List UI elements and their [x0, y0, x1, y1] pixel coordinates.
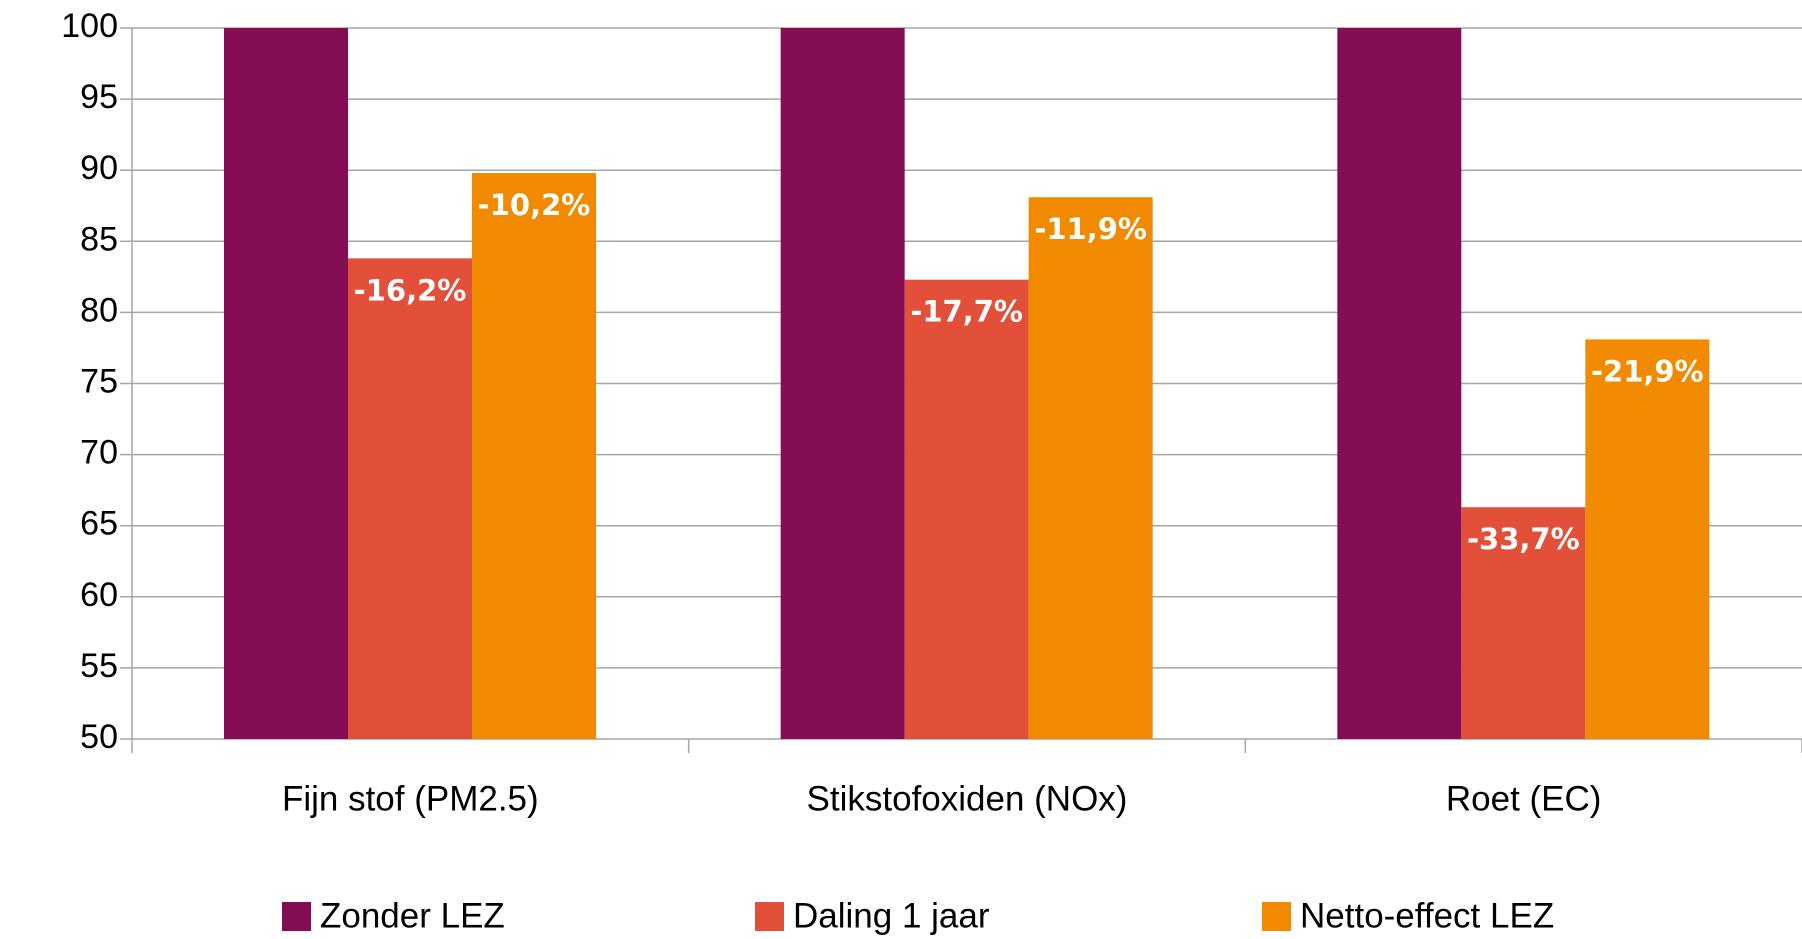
bar-annotation: -10,2%: [478, 188, 591, 222]
legend-label: Daling 1 jaar: [793, 896, 990, 935]
bar: [1461, 507, 1586, 739]
y-tick-label: 75: [80, 362, 118, 400]
y-tick-label: 65: [80, 505, 118, 543]
bar: [1585, 339, 1710, 739]
y-tick-label: 95: [80, 78, 118, 116]
bar: [780, 28, 905, 739]
y-tick-label: 85: [80, 220, 118, 258]
bar: [1028, 197, 1153, 739]
x-tick-label: Roet (EC): [1446, 779, 1602, 818]
legend-swatch: [282, 902, 311, 931]
bar-annotation: -33,7%: [1467, 522, 1580, 556]
bar: [224, 28, 348, 739]
legend-swatch: [755, 902, 784, 931]
x-tick-label: Fijn stof (PM2.5): [282, 779, 539, 818]
y-tick-label: 60: [80, 576, 118, 614]
y-tick-label: 50: [80, 718, 118, 756]
bar: [348, 258, 472, 739]
bar-annotation: -11,9%: [1034, 212, 1147, 246]
y-tick-label: 70: [80, 434, 118, 472]
legend-swatch: [1262, 902, 1291, 931]
bar: [904, 279, 1029, 739]
bar-annotation: -16,2%: [354, 273, 467, 307]
y-tick-label: 100: [61, 7, 118, 45]
x-tick-label: Stikstofoxiden (NOx): [807, 779, 1128, 818]
bar-annotation: -21,9%: [1591, 354, 1704, 388]
bar: [472, 173, 596, 739]
y-tick-label: 80: [80, 291, 118, 329]
legend-label: Zonder LEZ: [320, 896, 505, 935]
bar-annotation: -17,7%: [910, 295, 1023, 329]
legend-label: Netto-effect LEZ: [1300, 896, 1554, 935]
bar: [1337, 28, 1462, 739]
y-tick-label: 90: [80, 149, 118, 187]
y-tick-label: 55: [80, 647, 118, 685]
